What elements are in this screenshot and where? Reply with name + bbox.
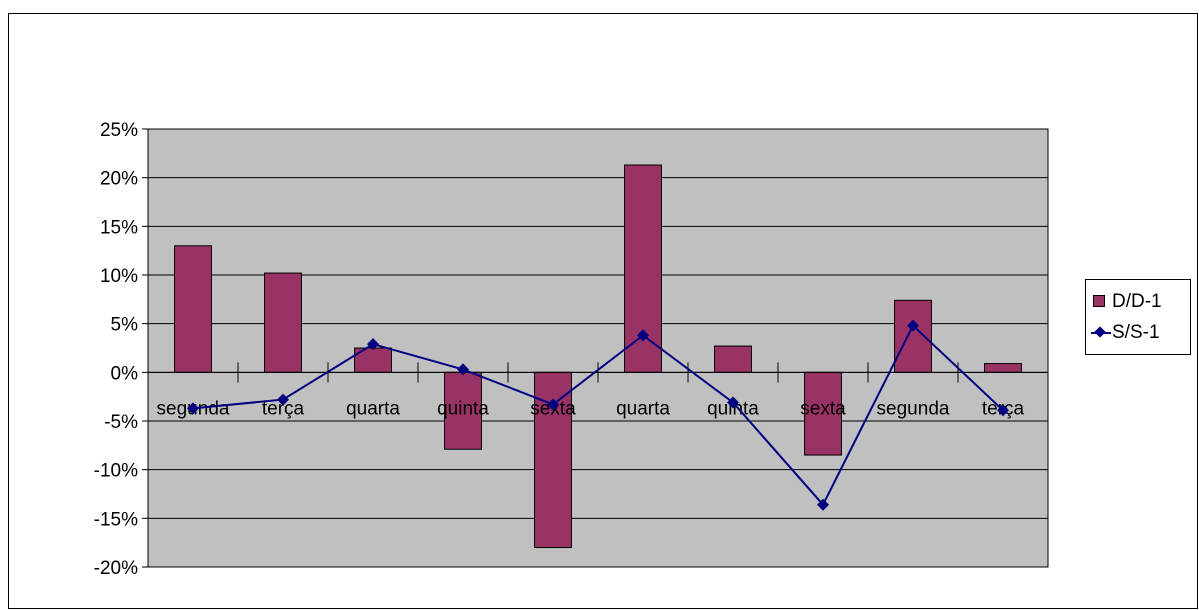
bar [444, 371, 482, 450]
x-tick-label: quarta [616, 398, 670, 419]
bar [174, 245, 212, 373]
legend: D/D-1 S/S-1 [1085, 279, 1191, 355]
x-axis: segunda terça quarta quinta sexta quarta quint… [147, 362, 1049, 419]
line-point [277, 393, 289, 406]
line-point [907, 319, 919, 332]
y-tick-label: 15% [100, 217, 138, 238]
y-tick-label: 25% [100, 120, 138, 141]
line-point [817, 498, 829, 511]
bar [894, 299, 932, 373]
y-tick-label: 5% [111, 315, 139, 336]
y-tick-label: -5% [104, 412, 138, 433]
y-tick-label: 10% [100, 266, 138, 287]
line-point [727, 396, 739, 409]
y-tick-label: -10% [94, 461, 138, 482]
series-line [192, 323, 1004, 507]
legend-label: S/S-1 [1112, 322, 1160, 343]
line-point [997, 404, 1009, 417]
line-point [637, 329, 649, 342]
y-tick-label: -20% [94, 558, 138, 579]
x-tick-label: quarta [346, 398, 400, 419]
line-point [457, 363, 469, 376]
y-axis: 25% 20% 15% 10% 5% 0% -5% -10% -15% -20% [94, 120, 149, 579]
x-tick-label: terça [262, 398, 305, 419]
y-tick-label: 20% [100, 169, 138, 190]
bar-series [174, 164, 1022, 549]
line-point [367, 338, 379, 351]
bar [804, 371, 842, 456]
legend-label: D/D-1 [1112, 291, 1162, 312]
x-tick-label: segunda [877, 398, 950, 419]
line-point [547, 398, 559, 411]
diamond-marker-icon [1094, 326, 1106, 338]
bar [264, 272, 302, 373]
x-tick-label: sexta [800, 398, 846, 419]
line-series [187, 319, 1009, 511]
line-point [187, 402, 199, 415]
bar-swatch-icon [1093, 295, 1105, 307]
y-tick-label: 0% [111, 363, 139, 384]
bar [714, 345, 752, 373]
y-tick-label: -15% [94, 509, 138, 530]
x-tick-label: quinta [437, 398, 489, 419]
bar [984, 363, 1022, 373]
x-tick-label: quinta [707, 398, 759, 419]
